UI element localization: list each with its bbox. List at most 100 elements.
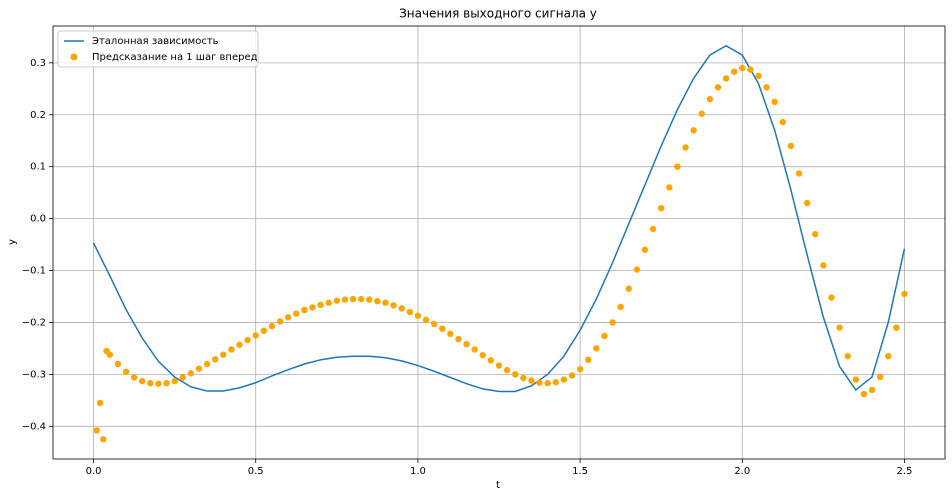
scatter-point bbox=[463, 341, 470, 348]
scatter-point bbox=[374, 297, 381, 305]
scatter-point bbox=[447, 330, 454, 338]
scatter-point bbox=[96, 399, 104, 407]
scatter-point bbox=[171, 377, 178, 385]
scatter-point bbox=[333, 297, 341, 304]
scatter-point bbox=[593, 345, 600, 352]
scatter-point bbox=[382, 299, 389, 306]
chart-title: Значения выходного сигнала y bbox=[399, 7, 597, 21]
y-tick-label: −0.3 bbox=[22, 369, 46, 380]
scatter-point bbox=[730, 68, 738, 75]
scatter-point bbox=[601, 332, 608, 340]
scatter-point bbox=[422, 316, 430, 324]
scatter-point bbox=[512, 371, 519, 378]
scatter-point bbox=[163, 379, 170, 387]
scatter-point bbox=[430, 320, 438, 328]
scatter-point bbox=[244, 336, 251, 344]
scatter-point bbox=[714, 84, 722, 91]
scatter-point bbox=[657, 205, 665, 212]
scatter-point bbox=[398, 305, 405, 312]
scatter-point bbox=[544, 379, 551, 387]
scatter-point bbox=[268, 322, 276, 330]
scatter-point bbox=[252, 332, 259, 339]
scatter-point bbox=[609, 319, 616, 326]
scatter-point bbox=[309, 304, 316, 311]
scatter-point bbox=[487, 357, 495, 364]
scatter-point bbox=[633, 266, 641, 273]
scatter-point bbox=[820, 262, 827, 269]
scatter-point bbox=[366, 296, 373, 303]
scatter-point bbox=[455, 335, 462, 343]
scatter-point bbox=[187, 370, 195, 377]
scatter-point bbox=[755, 72, 762, 80]
y-tick-label: 0.0 bbox=[30, 214, 46, 225]
scatter-point bbox=[893, 324, 900, 331]
plot-frame bbox=[52, 25, 946, 460]
scatter-point bbox=[100, 436, 107, 443]
scatter-point bbox=[390, 302, 397, 309]
scatter-point bbox=[414, 312, 422, 319]
scatter-point bbox=[585, 356, 592, 364]
scatter-point bbox=[293, 310, 300, 317]
scatter-point bbox=[520, 374, 527, 382]
scatter-point bbox=[114, 360, 122, 368]
scatter-point bbox=[147, 379, 154, 387]
y-tick-label: −0.1 bbox=[22, 266, 46, 277]
scatter-point bbox=[317, 301, 324, 309]
legend-label: Предсказание на 1 шаг вперед bbox=[92, 52, 258, 63]
scatter-point bbox=[876, 373, 884, 381]
x-tick-label: 0.5 bbox=[248, 466, 264, 477]
scatter-point bbox=[260, 327, 268, 334]
scatter-point bbox=[301, 306, 308, 314]
y-tick-label: 0.3 bbox=[30, 58, 46, 69]
legend-swatch bbox=[70, 53, 78, 61]
scatter-point bbox=[93, 427, 100, 434]
scatter-point bbox=[536, 379, 543, 386]
line-series bbox=[92, 44, 906, 393]
legend-label: Эталонная зависимость bbox=[92, 36, 219, 47]
scatter-point bbox=[439, 325, 446, 332]
scatter-point bbox=[860, 390, 868, 398]
scatter-point bbox=[139, 377, 146, 385]
scatter-point bbox=[560, 376, 568, 383]
scatter-point bbox=[479, 351, 486, 359]
legend-box bbox=[57, 30, 259, 68]
scatter-point bbox=[690, 127, 697, 134]
x-tick-label: 2.0 bbox=[734, 466, 750, 477]
scatter-point bbox=[155, 380, 162, 387]
scatter-point bbox=[357, 295, 365, 303]
scatter-point bbox=[641, 246, 649, 253]
scatter-point bbox=[203, 360, 211, 368]
scatter-point bbox=[195, 365, 203, 372]
scatter-point bbox=[787, 142, 795, 150]
scatter-point bbox=[276, 318, 284, 325]
scatter-point bbox=[211, 356, 219, 363]
scatter-point bbox=[122, 368, 130, 375]
scatter-point bbox=[666, 184, 673, 191]
scatter-point bbox=[885, 353, 892, 360]
x-axis-label: t bbox=[496, 480, 500, 491]
scatter-point bbox=[236, 341, 243, 348]
scatter-point bbox=[568, 372, 576, 379]
scatter-point bbox=[325, 299, 332, 306]
scatter-point bbox=[220, 351, 227, 358]
y-tick-label: −0.2 bbox=[22, 317, 46, 328]
y-axis-label: y bbox=[7, 239, 18, 245]
scatter-point bbox=[576, 365, 584, 373]
scatter-point bbox=[341, 296, 349, 303]
scatter-point bbox=[406, 308, 413, 316]
scatter-point bbox=[106, 351, 113, 358]
y-tick-label: −0.4 bbox=[22, 421, 46, 432]
y-tick-label: 0.2 bbox=[30, 110, 46, 121]
scatter-point bbox=[674, 163, 681, 170]
scatter-point bbox=[552, 378, 559, 386]
scatter-point bbox=[682, 144, 689, 151]
scatter-point bbox=[471, 346, 478, 353]
x-tick-label: 1.5 bbox=[572, 466, 588, 477]
scatter-point bbox=[722, 75, 730, 82]
scatter-point bbox=[812, 230, 819, 238]
scatter-point bbox=[528, 377, 535, 384]
scatter-point bbox=[803, 199, 811, 207]
scatter-point bbox=[901, 290, 908, 298]
scatter-point bbox=[130, 374, 138, 381]
